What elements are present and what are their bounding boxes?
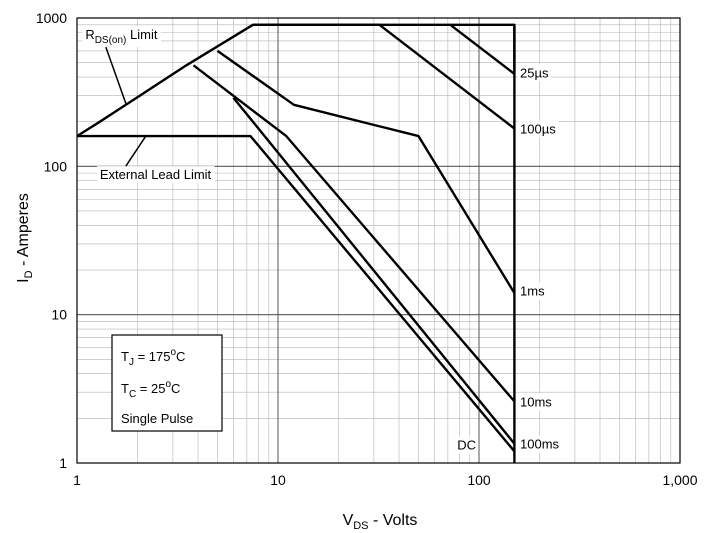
line-label-bg — [518, 435, 562, 453]
line-label: 100µs — [520, 121, 556, 136]
condition-tj: TJ = 175oC — [121, 347, 185, 368]
annotation-pointer — [105, 46, 127, 104]
y-tick-label: 10 — [51, 307, 67, 323]
line-label: 100ms — [520, 437, 560, 452]
line-label-bg — [518, 393, 555, 411]
series-line-25s — [252, 23, 516, 73]
annotation-layer: 25µs 100µs 1ms 10ms 100ms DC RDS(on) Limit Exte… — [82, 26, 562, 454]
condition-tc: TC = 25oC — [121, 379, 180, 400]
line-label: DC — [457, 438, 476, 453]
series-layer — [76, 23, 516, 463]
y-axis-label: ID - Amperes — [15, 193, 35, 283]
series-line-100s — [76, 23, 516, 138]
external-lead-limit-label: External Lead Limit — [100, 167, 212, 182]
series-line-100ms — [232, 96, 516, 445]
line-label-bg — [455, 436, 479, 454]
y-tick-label: 1 — [59, 455, 67, 471]
boundary-line-1 — [449, 23, 516, 75]
annotation-bg — [96, 166, 215, 184]
x-tick-label: 100 — [467, 472, 491, 488]
x-tick-label: 1,000 — [662, 472, 697, 488]
series-line-10ms — [192, 64, 516, 403]
line-label-bg — [518, 120, 559, 138]
line-label-bg — [518, 282, 548, 300]
annotation-bg — [82, 26, 161, 48]
x-axis-label: VDS - Volts — [343, 512, 418, 532]
line-label-bg — [518, 64, 551, 82]
condition-pulse: Single Pulse — [121, 411, 193, 426]
y-tick-label: 100 — [44, 158, 68, 174]
line-label: 10ms — [520, 394, 552, 409]
x-tick-label: 10 — [270, 472, 286, 488]
series-line-1ms — [216, 49, 516, 294]
plot-frame — [76, 17, 681, 464]
line-label: 1ms — [520, 284, 545, 299]
x-tick-label: 1 — [73, 472, 81, 488]
series-line-dc — [77, 134, 516, 453]
tick-label-layer: 1 10 100 1,000 1 10 100 1000 — [36, 10, 698, 488]
line-label: 25µs — [520, 65, 549, 80]
y-tick-label: 1000 — [36, 10, 67, 26]
annotation-pointer — [125, 135, 147, 167]
conditions-box — [111, 334, 223, 432]
rds-on-limit-label: RDS(on) Limit — [85, 27, 158, 46]
